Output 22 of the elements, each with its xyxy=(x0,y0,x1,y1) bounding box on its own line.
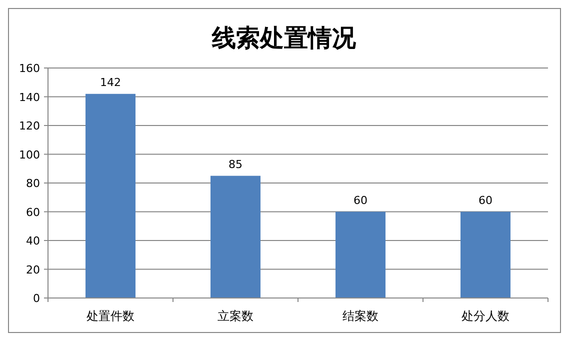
x-tick-label: 立案数 xyxy=(218,309,254,323)
x-tick-label: 处置件数 xyxy=(86,309,134,323)
y-tick-label: 20 xyxy=(26,263,40,276)
chart-title: 线索处置情况 xyxy=(211,23,357,52)
data-label: 60 xyxy=(478,194,492,207)
y-tick-label: 80 xyxy=(26,177,40,190)
x-tick-label: 处分人数 xyxy=(462,309,510,323)
y-tick-label: 140 xyxy=(19,90,40,104)
bar xyxy=(210,176,260,298)
y-tick-label: 100 xyxy=(19,148,40,162)
data-label: 60 xyxy=(354,194,368,207)
data-label: 85 xyxy=(228,158,242,171)
bar xyxy=(460,212,510,298)
y-tick-label: 160 xyxy=(19,62,40,75)
y-tick-label: 40 xyxy=(26,234,40,248)
y-tick-label: 60 xyxy=(26,206,40,219)
data-label: 142 xyxy=(100,76,121,89)
x-tick-label: 结案数 xyxy=(342,309,378,323)
y-tick-label: 120 xyxy=(19,120,40,132)
y-tick-label: 0 xyxy=(33,292,40,305)
bar xyxy=(86,94,136,298)
bar xyxy=(336,212,386,298)
